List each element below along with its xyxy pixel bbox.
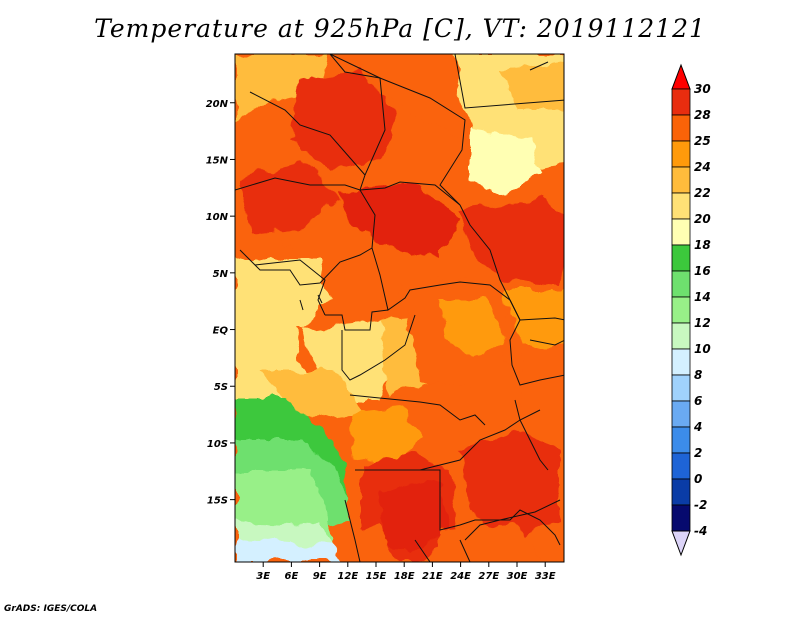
x-tick-label: 6E bbox=[285, 571, 299, 582]
colorbar-bin bbox=[671, 452, 691, 480]
colorbar-bin bbox=[671, 478, 691, 506]
colorbar-bin bbox=[671, 114, 691, 142]
x-tick-label: 27E bbox=[478, 571, 499, 582]
colorbar-bin bbox=[671, 166, 691, 194]
colorbar-bin bbox=[671, 140, 691, 168]
colorbar-label: -2 bbox=[694, 498, 707, 512]
x-tick-label: 21E bbox=[422, 571, 443, 582]
y-tick-label: 5N bbox=[213, 269, 229, 280]
colorbar-label: 22 bbox=[694, 186, 711, 200]
latitude-axis: 20N 15N 10N 5N EQ 5S 10S 15S bbox=[206, 99, 235, 507]
x-tick-label: 30E bbox=[507, 571, 528, 582]
x-tick-label: 12E bbox=[337, 571, 358, 582]
colorbar-bin bbox=[671, 218, 691, 246]
y-tick-label: 15N bbox=[206, 155, 229, 166]
map-title: Temperature at 925hPa [C], VT: 201911212… bbox=[94, 14, 706, 43]
y-tick-label: 10N bbox=[206, 212, 229, 223]
colorbar-label: 2 bbox=[694, 446, 702, 460]
colorbar-bin bbox=[671, 88, 691, 116]
x-tick-label: 9E bbox=[313, 571, 327, 582]
y-tick-label: EQ bbox=[213, 326, 229, 337]
y-tick-label: 15S bbox=[207, 496, 228, 507]
colorbar-bin bbox=[671, 374, 691, 402]
colorbar-label: 6 bbox=[694, 394, 702, 408]
colorbar-label: 12 bbox=[694, 316, 711, 330]
x-tick-label: 3E bbox=[256, 571, 270, 582]
colorbar-label: 0 bbox=[694, 472, 702, 486]
colorbar-top-triangle bbox=[671, 63, 691, 90]
colorbar-bin bbox=[671, 504, 691, 532]
x-tick-label: 33E bbox=[535, 571, 556, 582]
y-tick-label: 5S bbox=[214, 382, 228, 393]
colorbar-label: 14 bbox=[694, 290, 711, 304]
temperature-field bbox=[235, 54, 564, 562]
colorbar-bin bbox=[671, 296, 691, 324]
x-tick-label: 24E bbox=[450, 571, 471, 582]
colorbar-label: 20 bbox=[694, 212, 711, 226]
colorbar-bin bbox=[671, 270, 691, 298]
map-frame bbox=[234, 53, 565, 563]
colorbar-label: 16 bbox=[694, 264, 711, 278]
colorbar-label: 24 bbox=[694, 160, 711, 174]
colorbar-bin bbox=[671, 192, 691, 220]
y-tick-label: 10S bbox=[207, 439, 228, 450]
colorbar-bin bbox=[671, 244, 691, 272]
colorbar-bin bbox=[671, 322, 691, 350]
colorbar-label: 25 bbox=[694, 134, 711, 148]
colorbar-bin bbox=[671, 348, 691, 376]
colorbar-label: -4 bbox=[694, 524, 707, 538]
colorbar-label: 30 bbox=[694, 82, 711, 96]
x-tick-label: 18E bbox=[394, 571, 415, 582]
colorbar-bin bbox=[671, 426, 691, 454]
colorbar-label: 18 bbox=[694, 238, 711, 252]
colorbar-bin bbox=[671, 400, 691, 428]
y-tick-label: 20N bbox=[206, 99, 229, 110]
grads-credit: GrADS: IGES/COLA bbox=[4, 604, 98, 614]
colorbar-label: 4 bbox=[693, 420, 702, 434]
x-tick-label: 15E bbox=[366, 571, 387, 582]
longitude-axis: 3E 6E 9E 12E 15E 18E 21E 24E 27E 30E 33E bbox=[256, 562, 556, 582]
colorbar-label: 28 bbox=[694, 108, 711, 122]
colorbar-label: 10 bbox=[694, 342, 711, 356]
colorbar-label: 8 bbox=[694, 368, 702, 382]
colorbar-bottom-triangle bbox=[671, 530, 691, 557]
country-borders bbox=[235, 54, 564, 562]
